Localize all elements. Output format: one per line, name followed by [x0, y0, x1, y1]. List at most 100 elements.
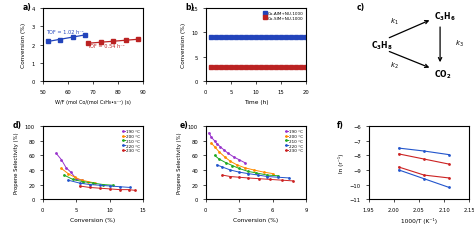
Line: 220 °C: 220 °C	[67, 179, 131, 189]
190 °C	[242, 162, 247, 164]
230 °C	[219, 174, 225, 177]
220 °C	[219, 166, 225, 169]
230 °C	[126, 188, 131, 191]
Legend: Co-AIM+NU-1000, Co-SIM+NU-1000: Co-AIM+NU-1000, Co-SIM+NU-1000	[262, 11, 304, 22]
X-axis label: W/F (mol Co/(mol C₃H₈•s⁻¹) (s): W/F (mol Co/(mol C₃H₈•s⁻¹) (s)	[55, 100, 131, 105]
Co-AIM+NU-1000	[223, 36, 228, 39]
Co-SIM+NU-1000	[233, 67, 239, 70]
Text: $k_3$: $k_3$	[455, 38, 464, 49]
Line: 190 °C: 190 °C	[55, 152, 83, 182]
Line: 200 °C: 200 °C	[210, 142, 274, 175]
Co-SIM+NU-1000	[208, 67, 213, 70]
230 °C	[290, 180, 296, 183]
Co-AIM+NU-1000	[278, 37, 284, 40]
220 °C	[87, 183, 92, 186]
210 °C	[264, 174, 270, 177]
190 °C	[225, 152, 231, 155]
200 °C	[209, 142, 214, 145]
Co-SIM+NU-1000	[223, 67, 228, 70]
Co-SIM+NU-1000	[268, 67, 274, 70]
Text: TOF = 1.02 h⁻¹: TOF = 1.02 h⁻¹	[46, 30, 84, 35]
220 °C	[214, 164, 219, 166]
200 °C	[72, 176, 78, 179]
X-axis label: 1000/T (K⁻¹): 1000/T (K⁻¹)	[401, 217, 437, 223]
190 °C	[209, 136, 214, 139]
Co-SIM+NU-1000	[238, 67, 244, 70]
Text: $\mathregular{C_3H_6}$: $\mathregular{C_3H_6}$	[434, 10, 456, 23]
Text: $\mathregular{C_3H_8}$: $\mathregular{C_3H_8}$	[371, 39, 392, 52]
220 °C	[77, 182, 82, 185]
Co-AIM+NU-1000	[283, 36, 289, 39]
Co-SIM+NU-1000	[299, 67, 304, 70]
Legend: 190 °C, 200 °C, 210 °C, 220 °C, 230 °C: 190 °C, 200 °C, 210 °C, 220 °C, 230 °C	[284, 129, 304, 154]
210 °C	[223, 162, 228, 164]
200 °C	[228, 160, 233, 163]
220 °C	[127, 186, 133, 189]
230 °C	[97, 187, 102, 190]
Co-AIM+NU-1000	[218, 37, 224, 40]
200 °C	[251, 169, 256, 172]
200 °C	[85, 180, 91, 183]
Co-SIM+NU-1000	[293, 67, 299, 70]
200 °C	[234, 164, 240, 166]
Line: 190 °C: 190 °C	[208, 132, 246, 164]
210 °C	[90, 182, 96, 185]
X-axis label: Conversion (%): Conversion (%)	[70, 217, 116, 222]
Co-SIM+NU-1000	[228, 67, 234, 70]
210 °C	[110, 184, 116, 187]
Text: f): f)	[337, 121, 343, 130]
230 °C	[132, 189, 138, 192]
190 °C	[221, 149, 227, 151]
Co-SIM+NU-1000	[218, 67, 224, 70]
200 °C	[65, 172, 71, 175]
Co-AIM+NU-1000	[258, 37, 264, 40]
Co-SIM+NU-1000	[248, 67, 254, 70]
190 °C	[206, 132, 212, 135]
Line: 220 °C: 220 °C	[216, 164, 291, 180]
Co-AIM+NU-1000	[263, 36, 269, 39]
Co-SIM+NU-1000	[213, 67, 219, 70]
220 °C	[287, 177, 292, 180]
230 °C	[268, 178, 273, 181]
Co-AIM+NU-1000	[213, 36, 219, 39]
220 °C	[275, 176, 281, 179]
210 °C	[216, 158, 222, 161]
210 °C	[237, 167, 242, 170]
Co-AIM+NU-1000	[233, 36, 239, 39]
210 °C	[253, 172, 259, 174]
X-axis label: Time (h): Time (h)	[244, 100, 268, 105]
210 °C	[245, 170, 251, 173]
190 °C	[73, 177, 79, 180]
230 °C	[77, 185, 82, 188]
Co-SIM+NU-1000	[258, 67, 264, 70]
210 °C	[212, 154, 218, 157]
190 °C	[64, 167, 69, 169]
Co-SIM+NU-1000	[243, 67, 249, 70]
190 °C	[212, 140, 218, 143]
Co-SIM+NU-1000	[263, 67, 269, 70]
200 °C	[59, 167, 64, 170]
220 °C	[237, 171, 242, 174]
Y-axis label: Propene Selectivity (%): Propene Selectivity (%)	[177, 132, 182, 194]
Text: $\mathregular{CO_2}$: $\mathregular{CO_2}$	[434, 68, 451, 81]
Text: $k_1$: $k_1$	[391, 17, 399, 27]
220 °C	[117, 185, 123, 188]
200 °C	[216, 151, 222, 153]
Text: d): d)	[12, 121, 21, 130]
210 °C	[70, 178, 76, 181]
Co-AIM+NU-1000	[208, 36, 213, 39]
Text: a): a)	[23, 3, 31, 12]
220 °C	[97, 184, 102, 187]
220 °C	[255, 174, 261, 177]
210 °C	[275, 175, 281, 177]
210 °C	[61, 174, 67, 177]
Co-AIM+NU-1000	[293, 36, 299, 39]
230 °C	[237, 176, 242, 179]
Text: $k_2$: $k_2$	[391, 60, 399, 70]
190 °C	[218, 146, 223, 148]
Co-AIM+NU-1000	[303, 37, 309, 40]
220 °C	[245, 172, 251, 175]
Line: 230 °C: 230 °C	[78, 185, 137, 192]
190 °C	[79, 179, 84, 182]
190 °C	[231, 156, 237, 158]
